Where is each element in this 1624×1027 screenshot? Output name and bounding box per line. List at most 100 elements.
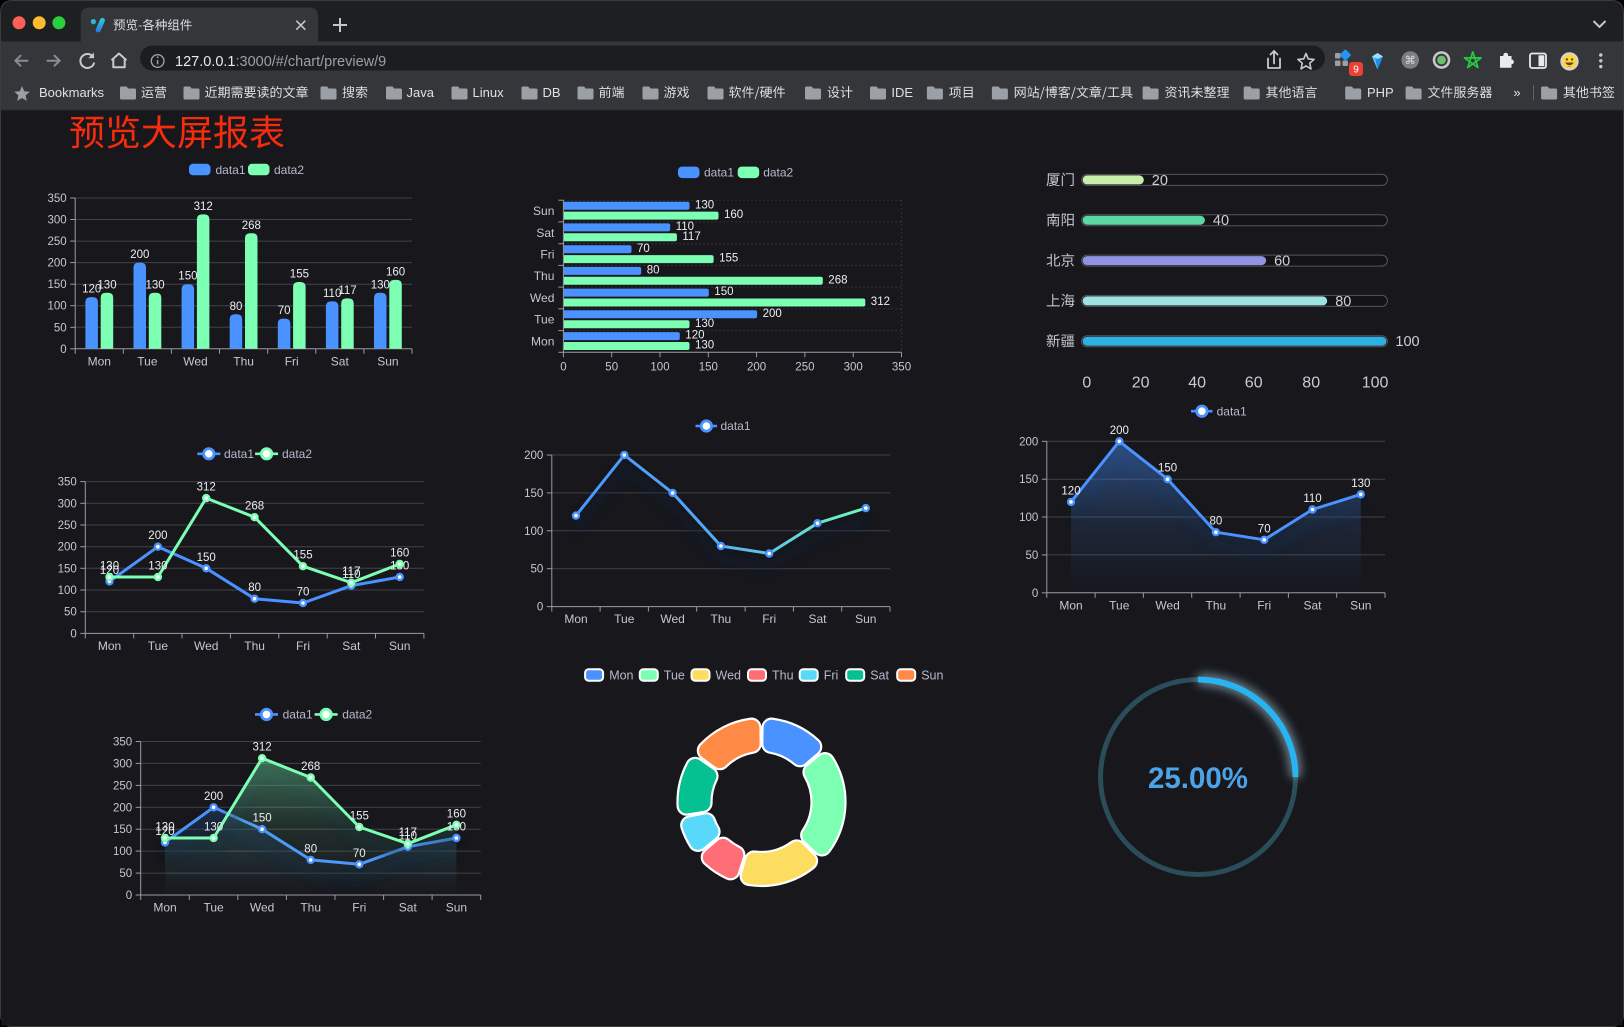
svg-text:350: 350 — [892, 361, 911, 373]
svg-text:130: 130 — [695, 199, 714, 211]
svg-text:50: 50 — [119, 868, 132, 880]
svg-text:50: 50 — [605, 361, 618, 373]
svg-text:Wed: Wed — [530, 291, 554, 305]
svg-text:Thu: Thu — [772, 669, 794, 683]
svg-text:200: 200 — [747, 361, 766, 373]
svg-text:Thu: Thu — [1206, 598, 1227, 612]
svg-text:150: 150 — [113, 824, 132, 836]
svg-text:80: 80 — [1335, 294, 1351, 310]
svg-text:Fri: Fri — [762, 612, 776, 626]
svg-text:130: 130 — [695, 340, 714, 352]
svg-text:100: 100 — [650, 361, 669, 373]
svg-text:80: 80 — [230, 301, 243, 313]
svg-text:250: 250 — [113, 780, 132, 792]
svg-text:130: 130 — [100, 561, 119, 573]
svg-text:Sat: Sat — [808, 612, 827, 626]
svg-text:data2: data2 — [763, 166, 793, 180]
svg-text:350: 350 — [113, 737, 132, 749]
svg-text:Tue: Tue — [664, 669, 685, 683]
svg-text:Mon: Mon — [564, 612, 587, 626]
svg-text:Fri: Fri — [296, 639, 310, 653]
svg-text:117: 117 — [682, 231, 700, 243]
svg-text:Sun: Sun — [855, 612, 876, 626]
svg-text:Mon: Mon — [98, 639, 121, 653]
svg-text:Mon: Mon — [88, 354, 111, 368]
svg-text:Mon: Mon — [1059, 598, 1082, 612]
svg-text:50: 50 — [1026, 550, 1039, 562]
svg-text:Thu: Thu — [233, 354, 254, 368]
svg-text:110: 110 — [399, 830, 417, 842]
svg-text:200: 200 — [130, 249, 149, 261]
svg-text:Sun: Sun — [533, 204, 554, 218]
svg-text:80: 80 — [647, 265, 660, 277]
svg-text:Mon: Mon — [153, 901, 176, 915]
svg-text:150: 150 — [48, 279, 67, 291]
svg-text:120: 120 — [100, 565, 119, 577]
svg-text:312: 312 — [194, 201, 213, 213]
svg-text:0: 0 — [537, 602, 543, 614]
svg-text:Thu: Thu — [534, 269, 555, 283]
svg-text:Sun: Sun — [377, 354, 398, 368]
svg-text:130: 130 — [204, 822, 223, 834]
svg-text:70: 70 — [353, 848, 366, 860]
svg-text:»: » — [1513, 85, 1520, 100]
svg-text:Sat: Sat — [870, 669, 889, 683]
svg-text:150: 150 — [58, 563, 77, 575]
svg-text:Mon: Mon — [609, 669, 633, 683]
svg-text:110: 110 — [1303, 493, 1321, 505]
svg-text:0: 0 — [60, 344, 66, 356]
svg-text:Tue: Tue — [1109, 598, 1130, 612]
svg-text:268: 268 — [242, 220, 261, 232]
svg-text:Tue: Tue — [148, 639, 169, 653]
svg-text:250: 250 — [795, 361, 814, 373]
svg-text:data1: data1 — [1217, 404, 1247, 418]
svg-text:Mon: Mon — [531, 334, 554, 348]
svg-text:20: 20 — [1152, 173, 1168, 189]
svg-text:117: 117 — [338, 285, 356, 297]
svg-text:Thu: Thu — [244, 639, 265, 653]
svg-text:0: 0 — [560, 361, 566, 373]
svg-text:130: 130 — [155, 822, 174, 834]
svg-text:150: 150 — [1158, 463, 1177, 475]
svg-text:100: 100 — [48, 301, 67, 313]
svg-text:200: 200 — [58, 542, 77, 554]
svg-text:155: 155 — [350, 811, 369, 823]
svg-text:200: 200 — [48, 258, 67, 270]
svg-text:160: 160 — [724, 209, 743, 221]
svg-text:130: 130 — [146, 279, 165, 291]
svg-text:50: 50 — [531, 564, 544, 576]
svg-text:155: 155 — [719, 253, 738, 265]
svg-text:300: 300 — [844, 361, 863, 373]
svg-text:80: 80 — [304, 843, 317, 855]
svg-text:100: 100 — [58, 585, 77, 597]
svg-text:300: 300 — [58, 498, 77, 510]
svg-text:Fri: Fri — [352, 901, 366, 915]
svg-text:20: 20 — [1132, 375, 1150, 392]
svg-text:9: 9 — [1353, 65, 1359, 76]
svg-text:Sat: Sat — [342, 639, 361, 653]
svg-text:100: 100 — [524, 526, 543, 538]
svg-text:40: 40 — [1213, 213, 1229, 229]
svg-text:Sat: Sat — [536, 226, 555, 240]
svg-text:150: 150 — [1019, 474, 1038, 486]
svg-text:Wed: Wed — [716, 669, 742, 683]
svg-text:200: 200 — [1110, 425, 1129, 437]
svg-text:0: 0 — [126, 890, 132, 902]
svg-text:160: 160 — [386, 266, 405, 278]
svg-text:268: 268 — [828, 274, 847, 286]
svg-text:IDE: IDE — [891, 85, 913, 100]
svg-text:Sun: Sun — [1350, 598, 1371, 612]
svg-text:0: 0 — [1082, 375, 1091, 392]
svg-text:Tue: Tue — [203, 901, 224, 915]
svg-text:80: 80 — [1302, 375, 1320, 392]
svg-text:Sat: Sat — [399, 901, 418, 915]
svg-text:155: 155 — [290, 269, 309, 281]
svg-text:150: 150 — [178, 271, 197, 283]
svg-text:60: 60 — [1274, 254, 1290, 270]
svg-text:110: 110 — [323, 288, 341, 300]
svg-text:200: 200 — [204, 791, 223, 803]
svg-text:Wed: Wed — [194, 639, 218, 653]
svg-text:312: 312 — [871, 296, 890, 308]
svg-text:350: 350 — [48, 193, 67, 205]
svg-text:150: 150 — [253, 813, 272, 825]
